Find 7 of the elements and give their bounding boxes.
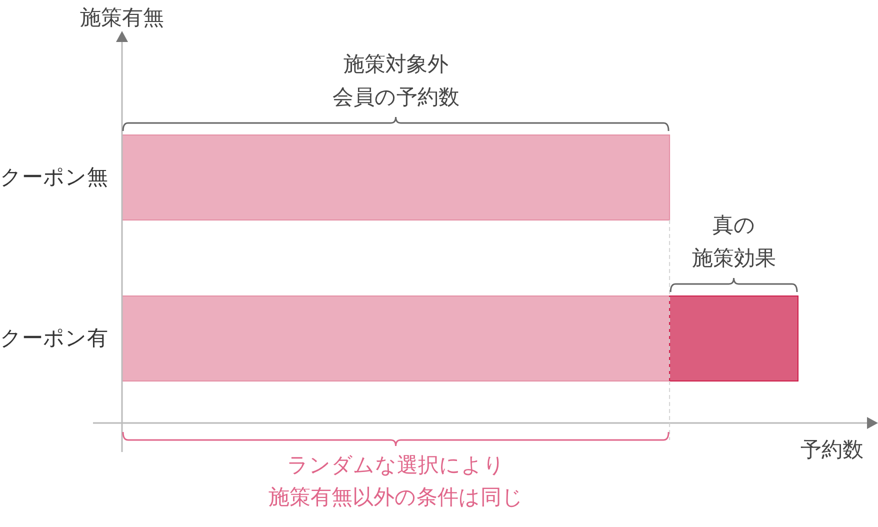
text: ランダムな選択により施策有無以外の条件は同じ [268, 454, 524, 508]
y-axis-title: 施策有無 [80, 6, 164, 30]
y-tick-label: クーポン有 [0, 327, 108, 350]
text: 施策対象外会員の予約数 [332, 52, 460, 108]
y-tick-label: クーポン無 [0, 166, 108, 189]
annotation: 真の施策効果 [692, 213, 776, 270]
x-axis-title: 予約数 [800, 438, 864, 462]
